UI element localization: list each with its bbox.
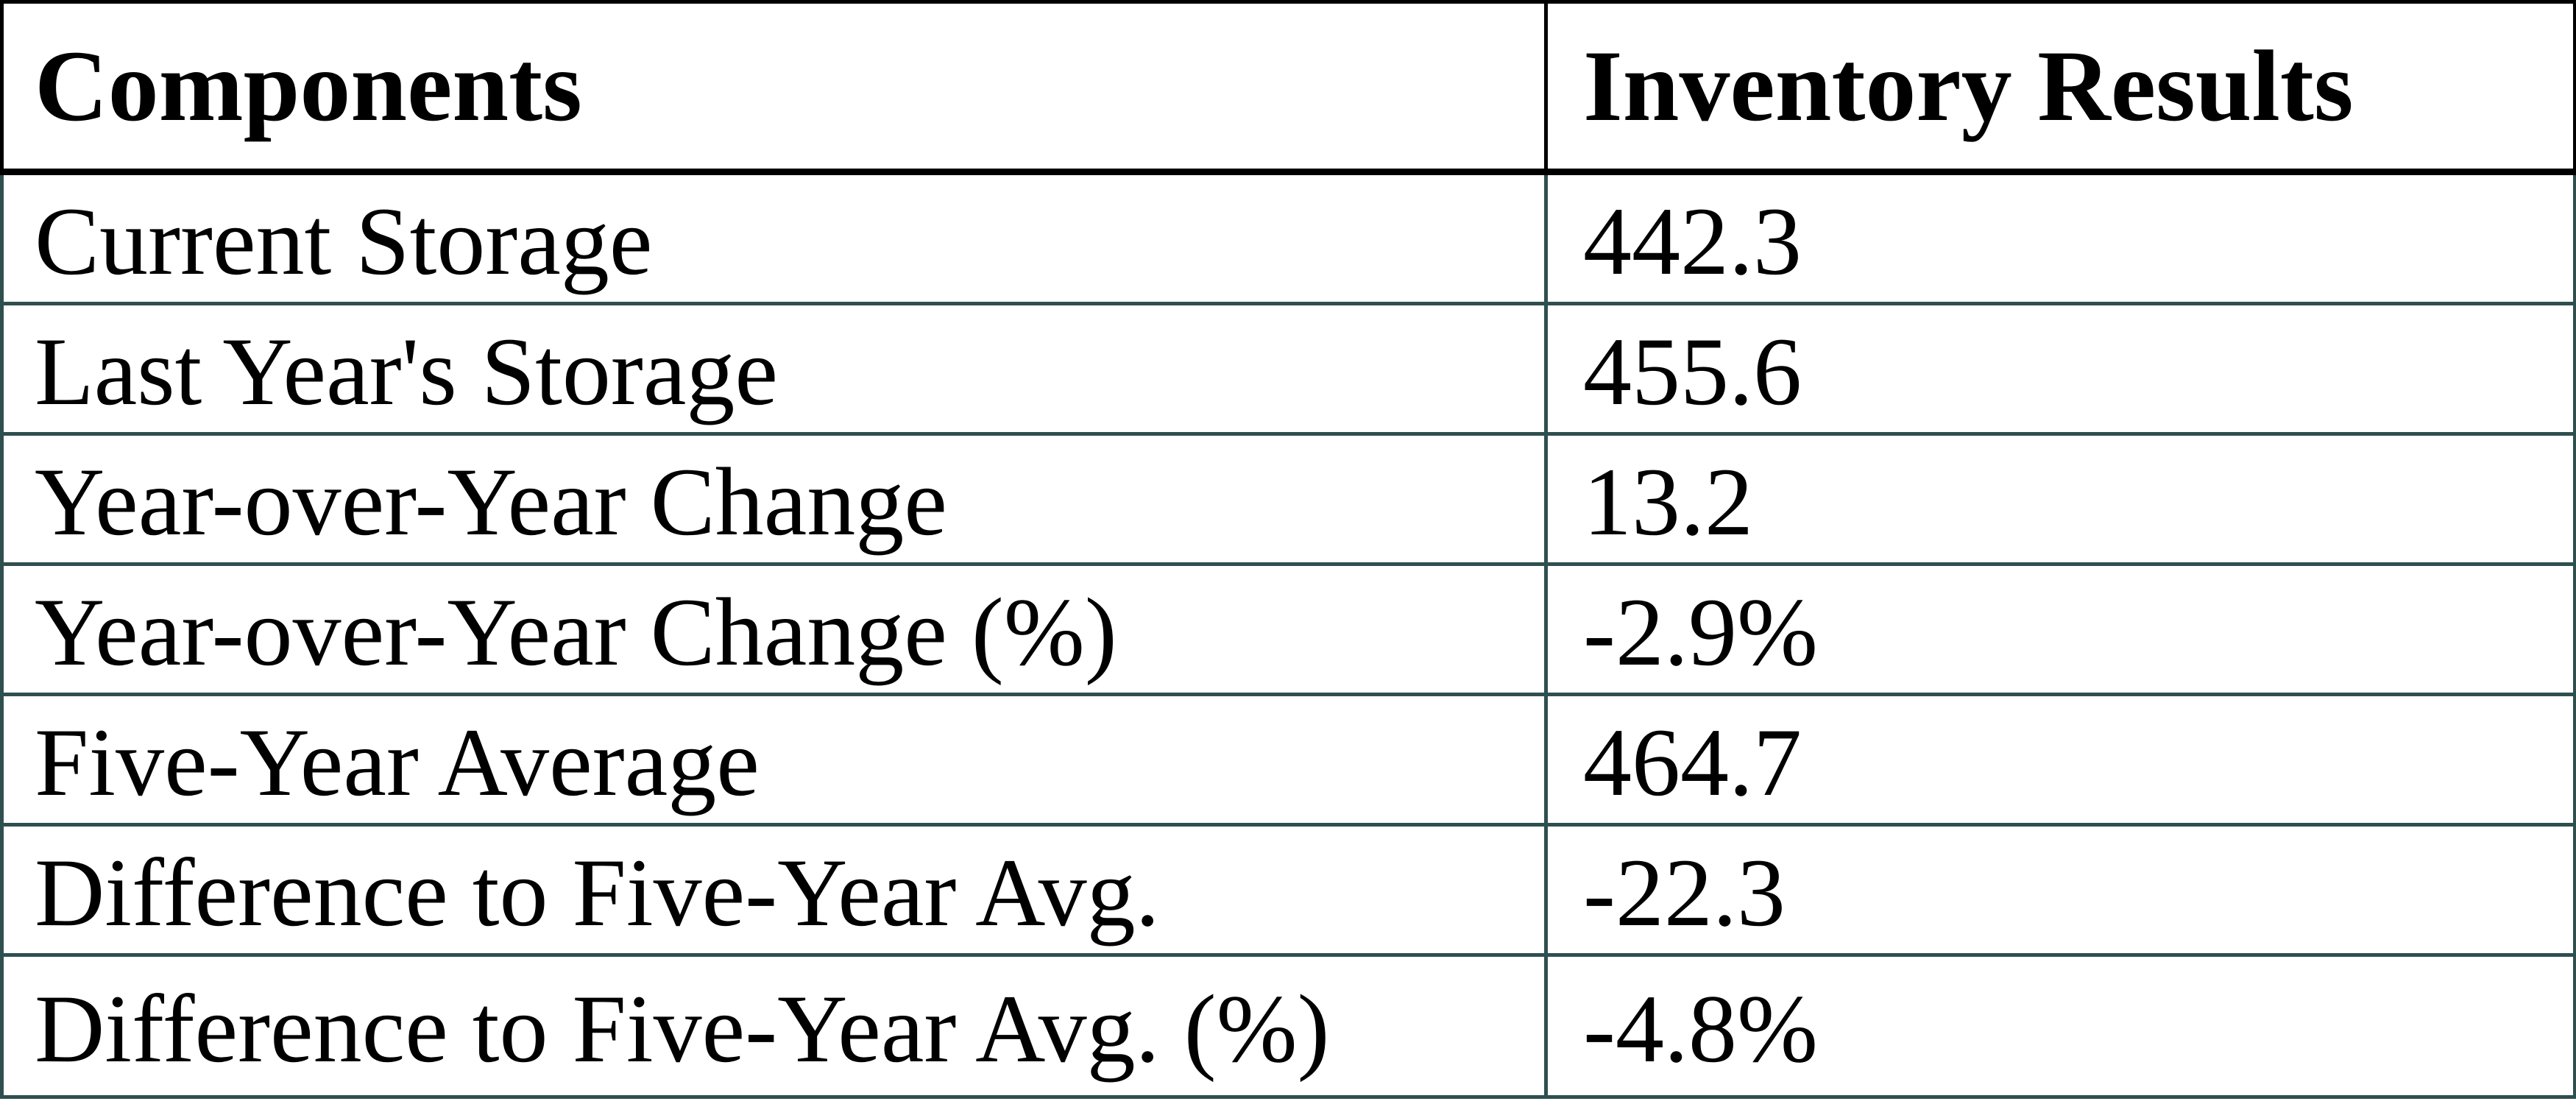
header-cell-inventory-results: Inventory Results [1544,0,2576,175]
component-label-cell: Year-over-Year Change [0,432,1548,566]
table-row: Five-Year Average 464.7 [0,693,2576,827]
component-label-cell: Year-over-Year Change (%) [0,562,1548,696]
component-label-cell: Five-Year Average [0,693,1548,827]
table-row: Last Year's Storage 455.6 [0,302,2576,436]
component-label-cell: Difference to Five-Year Avg. (%) [0,953,1548,1099]
table-row: Year-over-Year Change 13.2 [0,432,2576,566]
component-label-cell: Last Year's Storage [0,302,1548,436]
inventory-value-cell: -2.9% [1544,562,2576,696]
inventory-value-cell: 442.3 [1544,170,2576,305]
component-label-cell: Current Storage [0,170,1548,305]
component-label-cell: Difference to Five-Year Avg. [0,823,1548,957]
table-row: Year-over-Year Change (%) -2.9% [0,562,2576,696]
inventory-value-cell: -22.3 [1544,823,2576,957]
inventory-value-cell: 464.7 [1544,693,2576,827]
inventory-value-cell: 455.6 [1544,302,2576,436]
header-cell-components: Components [0,0,1548,175]
inventory-value-cell: -4.8% [1544,953,2576,1099]
inventory-value-cell: 13.2 [1544,432,2576,566]
header-row: Components Inventory Results [0,0,2576,175]
table-row: Difference to Five-Year Avg. (%) -4.8% [0,953,2576,1099]
table-row: Difference to Five-Year Avg. -22.3 [0,823,2576,957]
table-row: Current Storage 442.3 [0,170,2576,305]
